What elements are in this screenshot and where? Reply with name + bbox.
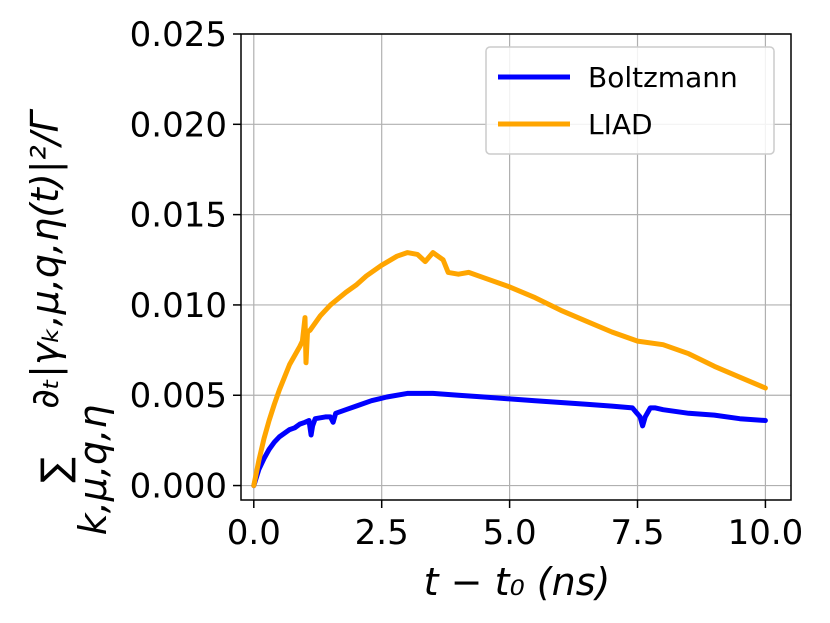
legend-label-boltzmann: Boltzmann [588, 61, 738, 94]
legend-box [485, 46, 775, 155]
plot-frame [240, 33, 792, 501]
x-tick-label: 2.5 [355, 513, 409, 553]
x-axis-label: t − t₀ (ns) [424, 560, 611, 604]
y-tick-label: 0.010 [130, 286, 227, 326]
x-ticks: 0.0 2.5 5.0 7.5 10.0 [227, 500, 804, 553]
y-axis-label-expression: ∂ₜ|γₖ,μ,q,η(t)|²/Γ [23, 108, 68, 408]
series-line-liad [251, 250, 768, 489]
x-tick-label: 0.0 [227, 513, 281, 553]
y-ticks: 0.000 0.005 0.010 0.015 0.020 0.025 [130, 15, 241, 507]
y-axis-label-sum: ∑ [33, 457, 77, 483]
legend-label-liad: LIAD [588, 108, 653, 141]
y-tick-label: 0.000 [130, 467, 227, 507]
y-axis-label: ∑ k,μ,q,η ∂ₜ|γₖ,μ,q,η(t)|²/Γ [23, 108, 115, 535]
legend: Boltzmann LIAD [485, 46, 775, 155]
series-line-boltzmann [251, 390, 768, 489]
y-tick-label: 0.020 [130, 105, 227, 145]
plot-series [251, 250, 768, 489]
x-tick-label: 5.0 [483, 513, 537, 553]
y-tick-label: 0.025 [130, 15, 227, 55]
x-tick-label: 7.5 [610, 513, 664, 553]
y-tick-label: 0.015 [130, 196, 227, 236]
y-axis-label-subscript: k,μ,q,η [71, 405, 115, 536]
x-tick-label: 10.0 [728, 513, 804, 553]
y-tick-label: 0.005 [130, 376, 227, 416]
